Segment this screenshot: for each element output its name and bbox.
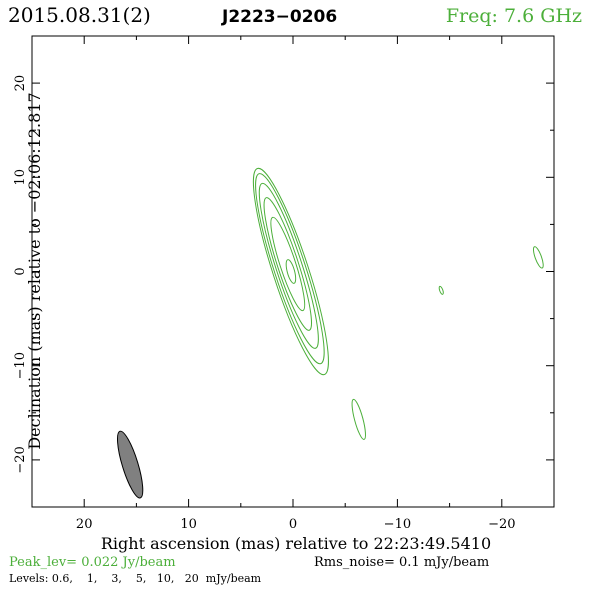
peak-level: Peak_lev= 0.022 Jy/beam xyxy=(9,555,176,570)
header-date: 2015.08.31(2) xyxy=(8,3,151,27)
plot-frame xyxy=(31,35,555,508)
contour-line xyxy=(532,246,544,269)
contour-line xyxy=(270,216,306,312)
x-tick-label: 0 xyxy=(289,517,297,532)
contour-line xyxy=(258,182,319,349)
contour-line xyxy=(263,197,312,331)
x-axis-label: Right ascension (mas) relative to 22:23:… xyxy=(101,534,491,553)
contour-layer xyxy=(252,167,544,440)
contour-line xyxy=(285,259,297,284)
contour-line xyxy=(438,285,444,295)
contour-line xyxy=(351,398,366,440)
contour-line xyxy=(255,173,325,365)
contour-levels: Levels: 0.6, 1, 3, 5, 10, 20 mJy/beam xyxy=(9,572,262,585)
x-tick-label: −20 xyxy=(488,517,515,532)
x-tick-label: −10 xyxy=(384,517,411,532)
x-tick-label: 10 xyxy=(180,517,197,532)
header-source: J2223−0206 xyxy=(221,7,337,27)
y-tick-label: −10 xyxy=(13,352,28,379)
rms-noise: Rms_noise= 0.1 mJy/beam xyxy=(314,555,489,570)
y-tick-label: 10 xyxy=(13,169,28,186)
x-tick-label: 20 xyxy=(76,517,93,532)
header-frequency: Freq: 7.6 GHz xyxy=(446,5,582,27)
y-tick-labels: 20 10 0 −10 −20 xyxy=(13,75,28,474)
beam-layer xyxy=(116,430,144,499)
y-tick-label: −20 xyxy=(13,446,28,473)
beam-ellipse xyxy=(116,430,144,499)
x-tick-labels: 20 10 0 −10 −20 xyxy=(76,517,516,532)
y-axis-label: Declination (mas) relative to −02:06:12.… xyxy=(25,92,44,449)
tick-layer xyxy=(31,35,555,508)
y-tick-label: 20 xyxy=(13,75,28,92)
y-tick-label: 0 xyxy=(13,267,28,275)
contour-line xyxy=(252,167,329,376)
